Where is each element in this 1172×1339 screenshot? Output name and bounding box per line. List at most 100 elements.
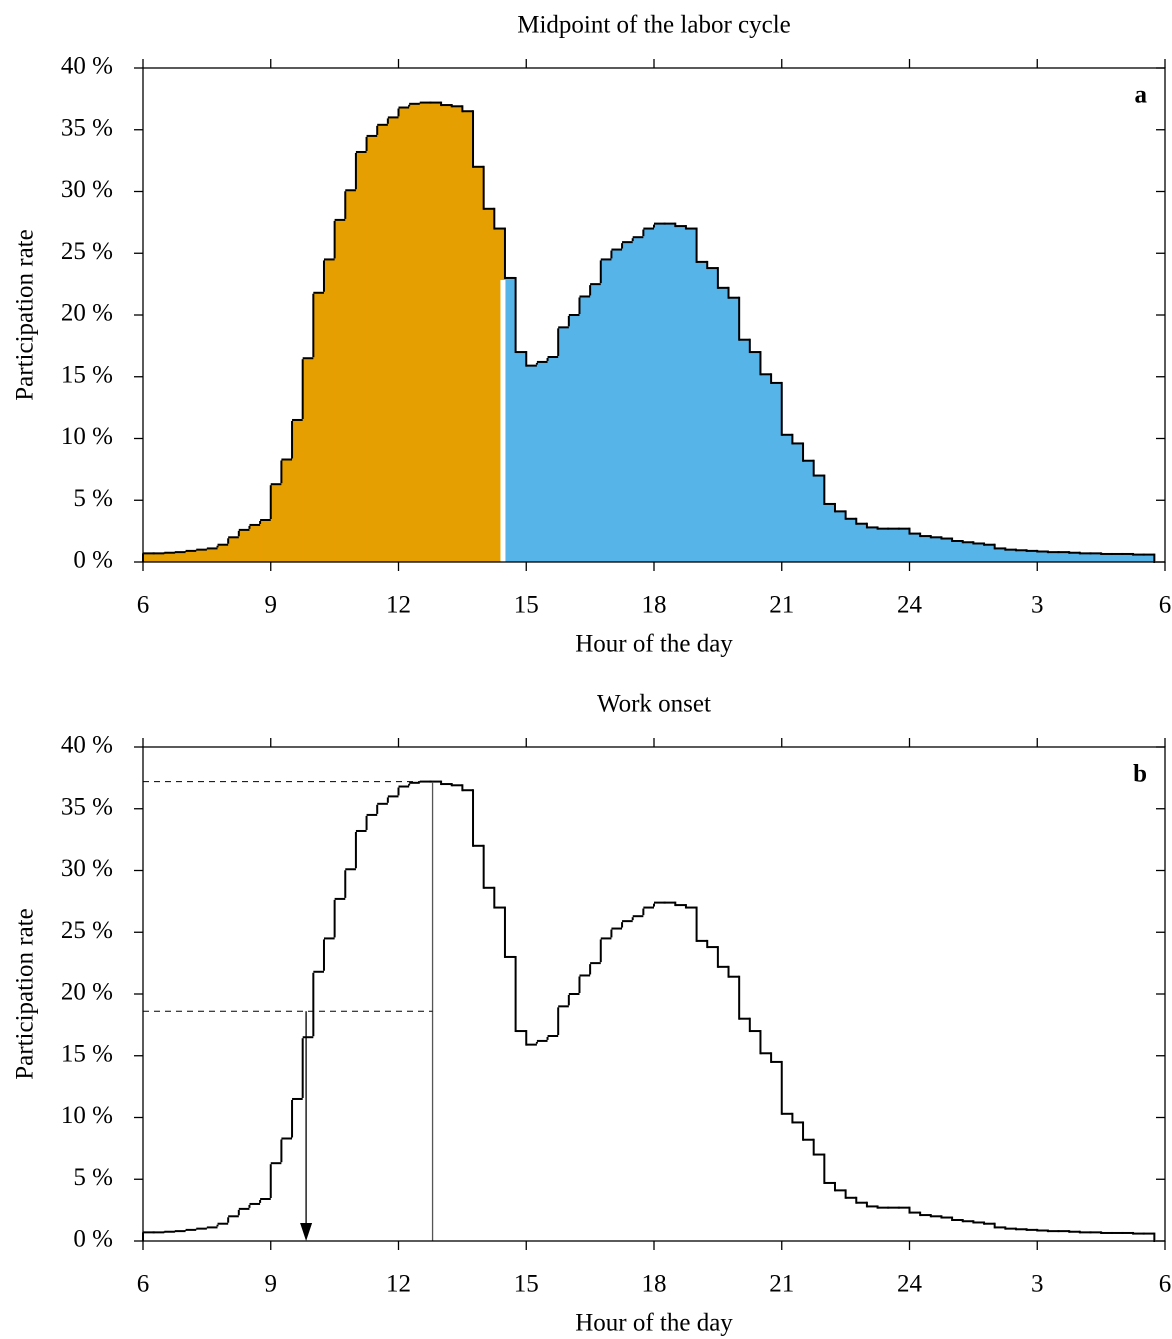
bar — [217, 544, 229, 562]
bar — [345, 190, 357, 562]
bar — [1122, 553, 1134, 562]
y-axis-label: Participation rate — [12, 229, 39, 400]
y-tick-label: 40 % — [61, 732, 113, 759]
bar — [579, 296, 591, 562]
bar — [334, 219, 346, 562]
bar — [196, 549, 208, 562]
bar — [952, 541, 964, 562]
bar — [430, 102, 442, 562]
bar — [270, 484, 282, 562]
bar — [824, 503, 836, 562]
x-tick-label: 6 — [1159, 592, 1172, 619]
y-tick-label: 30 % — [61, 855, 113, 882]
bar — [611, 249, 623, 563]
y-tick-label: 20 % — [61, 979, 113, 1006]
x-tick-label: 18 — [642, 592, 667, 619]
bar — [749, 352, 761, 562]
bar — [739, 339, 751, 562]
bar — [1005, 549, 1017, 562]
bar — [728, 297, 740, 562]
bar — [632, 237, 644, 562]
bar — [515, 352, 527, 562]
bar — [1026, 550, 1038, 562]
bar — [1069, 552, 1081, 562]
bar — [398, 107, 410, 563]
bar — [707, 268, 719, 562]
bar — [483, 208, 495, 563]
x-tick-label: 21 — [769, 592, 794, 619]
bar — [675, 226, 687, 562]
y-tick-label: 10 % — [61, 423, 113, 450]
y-tick-label: 0 % — [73, 547, 113, 574]
bar — [558, 327, 570, 562]
bar — [323, 259, 336, 562]
bar — [984, 544, 996, 562]
bar — [1133, 554, 1145, 562]
bar — [536, 361, 549, 562]
bar — [898, 528, 910, 562]
bar — [238, 529, 250, 562]
plot-frame — [142, 746, 1166, 1242]
bar — [494, 228, 506, 563]
bar — [930, 537, 942, 562]
bar — [1047, 552, 1060, 562]
bar — [1090, 553, 1102, 562]
x-tick-label: 15 — [514, 592, 539, 619]
x-tick-label: 24 — [897, 592, 923, 619]
bar — [1079, 553, 1091, 562]
bar — [568, 315, 580, 562]
bar — [888, 528, 900, 562]
bar — [717, 287, 730, 562]
x-tick-label: 6 — [1159, 1271, 1172, 1298]
bar — [473, 166, 485, 563]
bar — [185, 550, 197, 562]
x-tick-label: 6 — [137, 592, 150, 619]
panel-label: b — [1133, 761, 1147, 788]
bar — [781, 434, 793, 562]
y-tick-label: 0 % — [73, 1226, 113, 1253]
x-tick-label: 24 — [897, 1271, 923, 1298]
bar — [249, 524, 261, 562]
bar — [409, 103, 421, 562]
bar — [654, 223, 666, 563]
bar — [462, 111, 474, 562]
x-axis-label: Hour of the day — [575, 1310, 733, 1337]
onset-arrowhead — [300, 1223, 313, 1241]
y-tick-label: 40 % — [61, 53, 113, 80]
y-tick-label: 15 % — [61, 1040, 113, 1067]
bar — [760, 374, 772, 562]
bar — [643, 228, 655, 563]
bar — [856, 523, 868, 562]
bar — [504, 277, 517, 562]
y-tick-label: 35 % — [61, 793, 113, 820]
y-tick-label: 35 % — [61, 114, 113, 141]
bar — [419, 102, 431, 562]
x-tick-label: 18 — [642, 1271, 667, 1298]
y-tick-label: 15 % — [61, 361, 113, 388]
y-tick-label: 20 % — [61, 300, 113, 327]
bar — [696, 261, 708, 562]
y-tick-label: 5 % — [73, 1164, 113, 1191]
bar — [771, 382, 783, 562]
bar — [526, 365, 538, 562]
bar — [1058, 552, 1070, 562]
bar — [962, 542, 974, 562]
bar — [547, 356, 559, 562]
x-tick-label: 12 — [386, 1271, 411, 1298]
bar — [313, 292, 325, 562]
panel-label: a — [1135, 82, 1148, 109]
x-axis-label: Hour of the day — [575, 631, 733, 658]
bar — [1111, 553, 1123, 562]
bar — [600, 259, 612, 562]
bar — [590, 284, 602, 562]
bar — [994, 548, 1006, 562]
x-tick-label: 6 — [137, 1271, 150, 1298]
bar — [153, 553, 165, 562]
bar — [664, 223, 676, 563]
bar — [909, 533, 921, 562]
x-tick-label: 15 — [514, 1271, 539, 1298]
plot-frame — [142, 67, 1166, 563]
bar — [803, 460, 815, 562]
bar — [622, 242, 634, 562]
x-tick-label: 3 — [1031, 1271, 1044, 1298]
